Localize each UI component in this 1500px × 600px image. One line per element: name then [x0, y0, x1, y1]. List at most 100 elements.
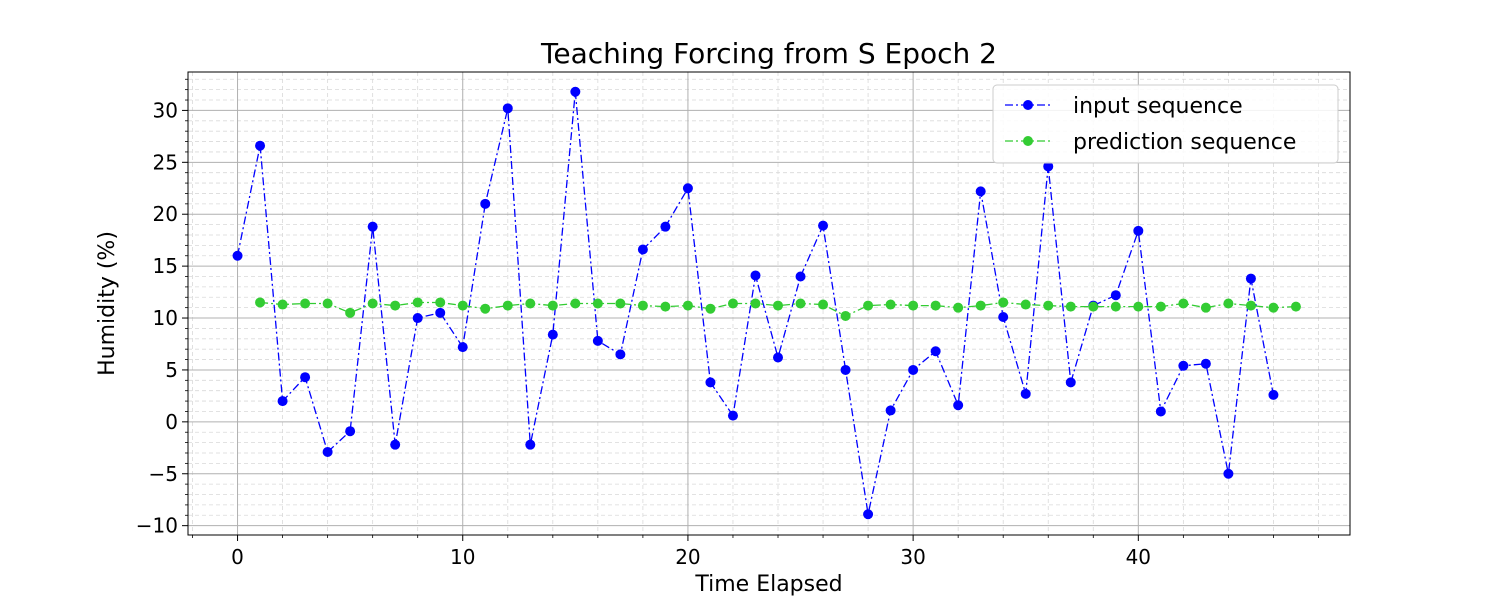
data-point-series-2 — [773, 300, 784, 311]
data-point-series-1 — [1223, 468, 1234, 479]
data-point-series-1 — [930, 346, 941, 357]
data-point-series-1 — [300, 372, 311, 383]
data-point-series-2 — [705, 303, 716, 314]
legend-label-1: input sequence — [1073, 94, 1243, 119]
data-point-series-1 — [480, 198, 491, 209]
chart-title: Teaching Forcing from S Epoch 2 — [540, 37, 997, 70]
data-point-series-1 — [390, 439, 401, 450]
data-point-series-2 — [1200, 302, 1211, 313]
data-point-series-1 — [795, 271, 806, 282]
legend-marker-1 — [1023, 100, 1033, 110]
data-point-series-1 — [232, 250, 243, 261]
data-point-series-1 — [975, 186, 986, 197]
data-point-series-2 — [547, 300, 558, 311]
data-point-series-1 — [412, 313, 423, 324]
data-point-series-2 — [863, 300, 874, 311]
x-tick-label: 20 — [675, 545, 700, 569]
data-point-series-1 — [255, 140, 266, 151]
data-point-series-1 — [322, 446, 333, 457]
data-point-series-1 — [367, 221, 378, 232]
data-point-series-2 — [525, 298, 536, 309]
data-point-series-2 — [1290, 301, 1301, 312]
data-point-series-1 — [863, 509, 874, 520]
data-point-series-1 — [1268, 389, 1279, 400]
data-point-series-1 — [435, 307, 446, 318]
x-tick-label: 30 — [900, 545, 925, 569]
data-point-series-2 — [255, 297, 266, 308]
legend: input sequence prediction sequence — [992, 84, 1339, 164]
axis-ticks: −10 −5 0 5 10 15 20 25 30 0 10 20 30 40 — [136, 78, 1319, 569]
data-point-series-2 — [277, 299, 288, 310]
data-point-series-2 — [1268, 302, 1279, 313]
data-point-series-2 — [367, 298, 378, 309]
x-axis-label: Time Elapsed — [694, 572, 842, 597]
data-point-series-2 — [953, 302, 964, 313]
data-point-series-1 — [998, 311, 1009, 322]
data-point-series-2 — [570, 298, 581, 309]
data-point-series-1 — [457, 342, 468, 353]
data-point-series-2 — [435, 297, 446, 308]
data-point-series-2 — [390, 300, 401, 311]
data-point-series-1 — [502, 103, 513, 114]
data-point-series-1 — [1043, 161, 1054, 172]
data-point-series-2 — [727, 298, 738, 309]
data-point-series-1 — [1133, 225, 1144, 236]
y-axis-label: Humidity (%) — [95, 231, 120, 376]
data-point-series-2 — [1245, 300, 1256, 311]
y-tick-label: 30 — [153, 98, 178, 122]
data-point-series-2 — [1110, 301, 1121, 312]
data-point-series-2 — [840, 310, 851, 321]
data-point-series-1 — [592, 335, 603, 346]
data-point-series-1 — [885, 405, 896, 416]
data-point-series-2 — [412, 297, 423, 308]
data-point-series-2 — [592, 298, 603, 309]
data-point-series-2 — [795, 298, 806, 309]
data-point-series-1 — [570, 86, 581, 97]
data-point-series-1 — [840, 364, 851, 375]
data-point-series-1 — [953, 400, 964, 411]
data-point-series-1 — [1155, 406, 1166, 417]
data-point-series-2 — [1020, 299, 1031, 310]
data-point-series-1 — [727, 410, 738, 421]
data-point-series-2 — [615, 298, 626, 309]
data-point-series-1 — [637, 244, 648, 255]
data-point-series-1 — [615, 349, 626, 360]
data-point-series-2 — [1178, 298, 1189, 309]
data-point-series-1 — [660, 221, 671, 232]
data-point-series-1 — [547, 329, 558, 340]
data-point-series-1 — [818, 220, 829, 231]
data-point-series-1 — [1020, 388, 1031, 399]
data-point-series-2 — [322, 298, 333, 309]
data-point-series-1 — [705, 377, 716, 388]
data-point-series-2 — [975, 300, 986, 311]
data-point-series-2 — [930, 300, 941, 311]
y-tick-label: 20 — [153, 202, 178, 226]
legend-marker-2 — [1023, 136, 1033, 146]
data-point-series-2 — [1043, 300, 1054, 311]
x-tick-label: 40 — [1126, 545, 1151, 569]
data-point-series-2 — [998, 297, 1009, 308]
data-point-series-1 — [908, 364, 919, 375]
data-point-series-2 — [1223, 298, 1234, 309]
y-tick-label: −10 — [136, 514, 178, 538]
x-tick-label: 10 — [450, 545, 475, 569]
data-point-series-2 — [885, 299, 896, 310]
data-point-series-1 — [682, 183, 693, 194]
data-point-series-1 — [1245, 273, 1256, 284]
data-point-series-2 — [750, 298, 761, 309]
data-point-series-2 — [660, 301, 671, 312]
data-point-series-2 — [908, 300, 919, 311]
data-point-series-2 — [637, 300, 648, 311]
data-point-series-2 — [300, 298, 311, 309]
data-point-series-1 — [1200, 358, 1211, 369]
data-point-series-2 — [682, 300, 693, 311]
y-tick-label: 0 — [165, 410, 178, 434]
data-point-series-1 — [1110, 290, 1121, 301]
data-point-series-1 — [1065, 377, 1076, 388]
data-point-series-1 — [345, 426, 356, 437]
data-point-series-2 — [457, 300, 468, 311]
data-point-series-2 — [502, 300, 513, 311]
y-tick-label: 5 — [165, 358, 178, 382]
